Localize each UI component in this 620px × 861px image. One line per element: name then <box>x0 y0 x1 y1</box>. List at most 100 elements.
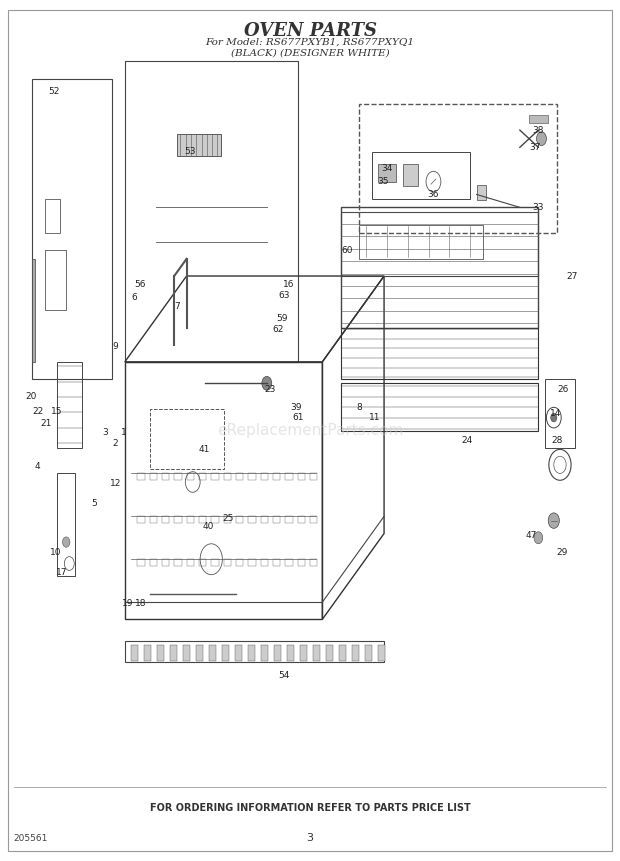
Bar <box>224 560 231 566</box>
Bar <box>378 645 385 660</box>
Bar <box>378 164 396 182</box>
Text: (BLACK) (DESIGNER WHITE): (BLACK) (DESIGNER WHITE) <box>231 48 389 58</box>
Text: 34: 34 <box>381 164 393 173</box>
Text: 59: 59 <box>277 314 288 324</box>
Bar <box>402 164 418 186</box>
Bar <box>149 474 157 480</box>
Bar <box>45 251 66 310</box>
Text: 14: 14 <box>550 409 561 418</box>
Bar <box>300 645 308 660</box>
Bar <box>45 199 60 233</box>
Bar <box>236 517 243 523</box>
Bar <box>273 560 280 566</box>
Bar <box>32 78 112 379</box>
Bar <box>125 641 384 662</box>
Bar <box>157 645 164 660</box>
Bar <box>170 645 177 660</box>
Bar <box>360 104 557 233</box>
Bar <box>174 560 182 566</box>
Text: 28: 28 <box>551 437 562 445</box>
Bar <box>298 560 305 566</box>
Text: 4: 4 <box>34 462 40 471</box>
Text: 23: 23 <box>264 385 275 393</box>
Text: 22: 22 <box>33 407 44 416</box>
Text: 39: 39 <box>291 403 302 412</box>
Text: 27: 27 <box>567 271 578 281</box>
Bar <box>352 645 360 660</box>
Bar <box>310 560 317 566</box>
Bar <box>313 645 321 660</box>
Text: 62: 62 <box>272 325 283 334</box>
Bar <box>310 474 317 480</box>
Text: 29: 29 <box>556 548 567 557</box>
Bar <box>162 517 169 523</box>
Text: 18: 18 <box>135 599 146 609</box>
Bar <box>149 517 157 523</box>
Bar <box>260 474 268 480</box>
Bar <box>149 560 157 566</box>
Text: 2: 2 <box>113 439 118 448</box>
Bar <box>222 645 229 660</box>
Text: 37: 37 <box>529 143 541 152</box>
Text: 205561: 205561 <box>14 833 48 843</box>
Bar <box>183 645 190 660</box>
Bar <box>199 517 206 523</box>
Text: 36: 36 <box>428 190 439 199</box>
Bar <box>137 560 144 566</box>
Bar <box>125 61 298 362</box>
Bar <box>144 645 151 660</box>
Text: 40: 40 <box>203 522 214 531</box>
Bar <box>199 474 206 480</box>
Text: 17: 17 <box>56 567 68 577</box>
Text: 16: 16 <box>283 280 294 289</box>
Text: 20: 20 <box>25 392 37 400</box>
Bar <box>248 560 255 566</box>
Bar <box>360 225 483 259</box>
Circle shape <box>548 513 559 529</box>
Bar <box>341 212 538 276</box>
Bar <box>326 645 334 660</box>
Bar <box>544 379 575 448</box>
Circle shape <box>536 132 546 146</box>
Bar <box>248 517 255 523</box>
Bar <box>285 517 293 523</box>
Text: 5: 5 <box>91 499 97 508</box>
Bar <box>341 327 538 379</box>
Bar <box>174 474 182 480</box>
Bar <box>260 560 268 566</box>
Text: 56: 56 <box>135 280 146 289</box>
Circle shape <box>534 532 542 544</box>
Bar <box>32 259 35 362</box>
Text: OVEN PARTS: OVEN PARTS <box>244 22 376 40</box>
Text: 6: 6 <box>131 293 137 302</box>
Bar <box>137 517 144 523</box>
Bar <box>211 517 219 523</box>
Circle shape <box>63 537 70 548</box>
Bar <box>235 645 242 660</box>
Text: 3: 3 <box>306 833 314 843</box>
Text: 38: 38 <box>533 126 544 134</box>
Bar <box>477 185 486 201</box>
Text: 47: 47 <box>525 530 537 540</box>
Text: 9: 9 <box>113 342 118 351</box>
Bar <box>57 474 76 576</box>
Bar <box>529 115 547 123</box>
Text: 11: 11 <box>369 413 381 422</box>
Bar <box>310 517 317 523</box>
Bar <box>187 474 194 480</box>
Bar <box>273 474 280 480</box>
Text: 7: 7 <box>174 301 180 311</box>
Text: For Model: RS677PXYB1, RS677PXYQ1: For Model: RS677PXYB1, RS677PXYQ1 <box>205 38 415 47</box>
Bar <box>224 474 231 480</box>
Bar <box>287 645 294 660</box>
Text: 1: 1 <box>121 428 126 437</box>
Text: 8: 8 <box>356 403 362 412</box>
Bar <box>236 474 243 480</box>
Bar <box>149 409 224 469</box>
Bar <box>273 517 280 523</box>
Bar <box>174 517 182 523</box>
Bar <box>187 560 194 566</box>
Bar <box>196 645 203 660</box>
Bar <box>274 645 281 660</box>
Text: 10: 10 <box>50 548 61 557</box>
